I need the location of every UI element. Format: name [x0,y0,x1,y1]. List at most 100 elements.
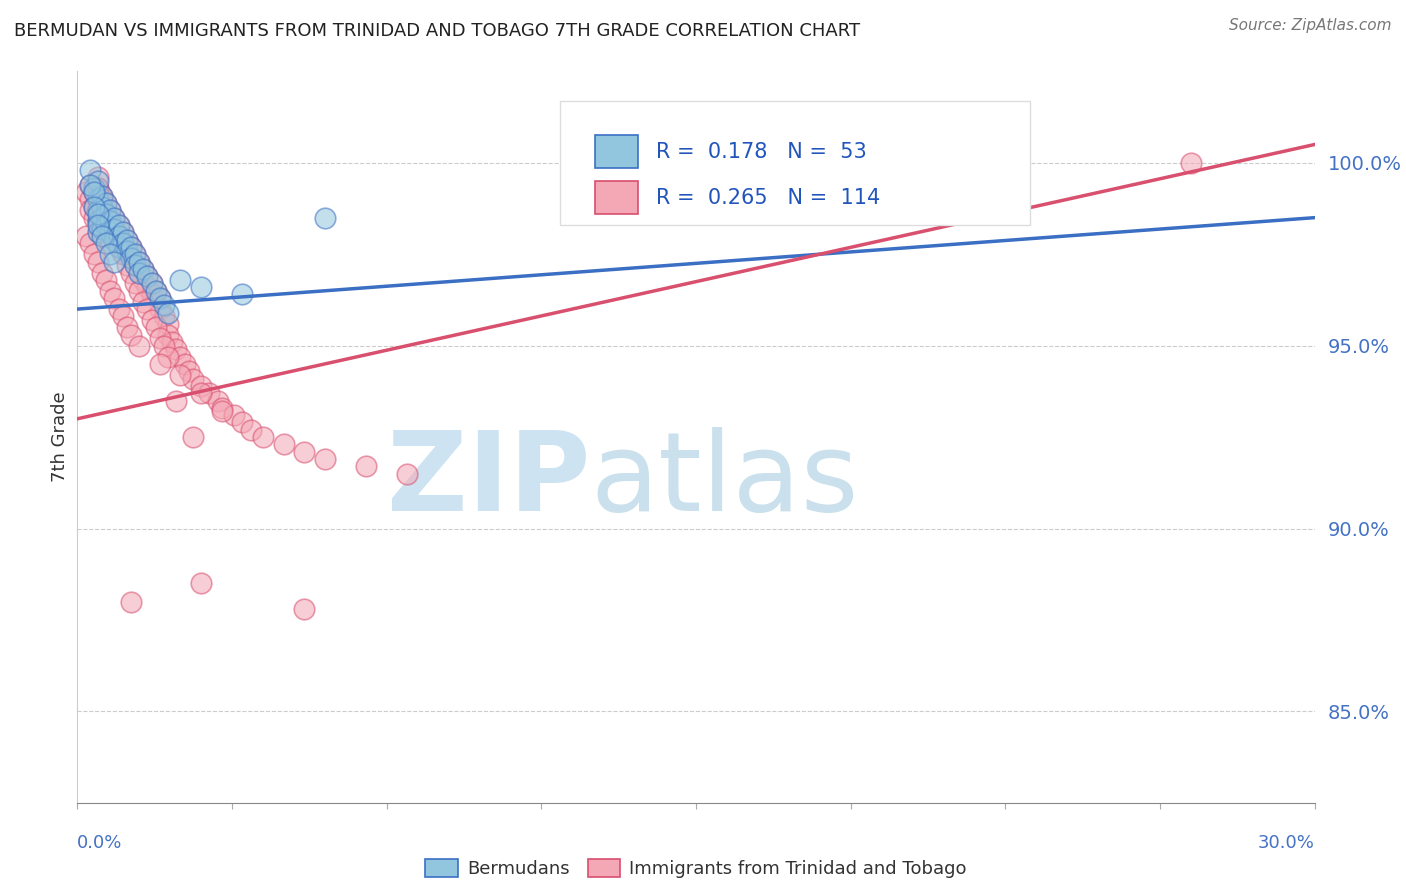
Point [141,277,163,291]
Point [231,416,253,430]
Point [128,254,150,268]
Point [103,211,125,225]
Point [96,196,118,211]
Point [103,254,125,268]
Point [75,185,97,199]
Point [124,247,146,261]
Point [190,386,212,401]
Point [149,291,172,305]
Point [132,261,155,276]
FancyBboxPatch shape [595,136,638,169]
Point [91,221,114,235]
Point [145,284,167,298]
Point [111,225,134,239]
Point [107,229,129,244]
Point [314,211,336,225]
Point [87,203,110,218]
Point [252,430,274,444]
Point [91,229,114,244]
Point [157,317,180,331]
Point [107,218,129,232]
Point [120,327,142,342]
Point [107,240,129,254]
Point [136,302,159,317]
Point [149,302,172,317]
Point [87,218,110,232]
Point [87,225,110,239]
Point [128,266,150,280]
Point [111,247,134,261]
Point [136,280,159,294]
Point [160,334,183,349]
Point [231,287,253,301]
Point [83,247,105,261]
Point [98,236,121,251]
Point [87,214,110,228]
Point [98,225,121,239]
Point [91,200,114,214]
Point [103,211,125,225]
Text: 0.0%: 0.0% [77,834,122,852]
Point [96,236,118,251]
Point [79,236,101,251]
Point [98,284,121,298]
Point [98,214,121,228]
Point [115,258,138,272]
Point [87,225,110,239]
FancyBboxPatch shape [595,181,638,214]
Point [87,214,110,228]
Point [115,244,138,258]
Point [83,211,105,225]
Point [103,233,125,247]
Point [98,203,121,218]
Point [124,277,146,291]
Point [83,181,105,195]
Point [153,310,176,324]
Point [153,298,176,312]
Point [87,254,110,268]
Point [181,371,204,385]
Point [111,310,134,324]
Point [83,185,105,199]
Point [115,244,138,258]
Point [128,254,150,268]
Point [87,174,110,188]
Point [190,379,212,393]
Point [96,218,118,232]
Point [173,357,195,371]
Point [132,261,155,276]
Point [120,266,142,280]
Point [75,229,97,244]
Point [111,236,134,251]
Point [87,170,110,185]
Point [79,178,101,192]
Text: atlas: atlas [591,427,859,534]
Point [153,339,176,353]
Text: R =  0.265   N =  114: R = 0.265 N = 114 [657,188,880,208]
Point [120,251,142,265]
Point [314,452,336,467]
Point [128,266,150,280]
Text: ZIP: ZIP [388,427,591,534]
Point [211,401,233,415]
Point [120,240,142,254]
Point [103,229,125,244]
Point [96,196,118,211]
Point [141,277,163,291]
Point [115,320,138,334]
Point [1180,156,1202,170]
Point [87,203,110,218]
Point [273,437,295,451]
Point [169,273,191,287]
Point [198,386,221,401]
Point [91,193,114,207]
Point [190,576,212,591]
Point [87,193,110,207]
Point [141,287,163,301]
Point [96,218,118,232]
Point [128,284,150,298]
Point [96,211,118,225]
Point [87,193,110,207]
Point [98,247,121,261]
Point [222,408,245,422]
